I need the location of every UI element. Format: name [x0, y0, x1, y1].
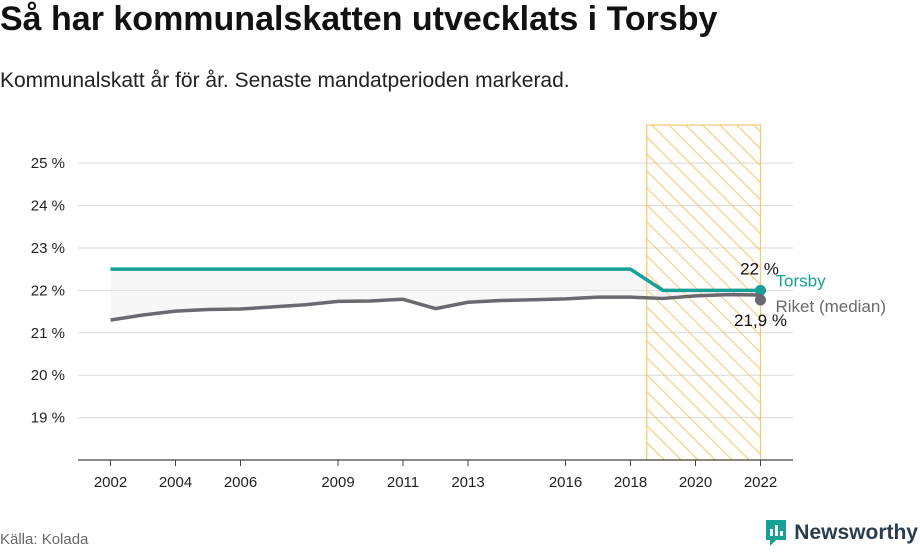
series-label-riket: Riket (median) — [776, 297, 887, 316]
label-layer: Torsby Riket (median) 22 % 21,9 % — [734, 259, 886, 330]
y-tick-label: 19 % — [31, 410, 65, 427]
axis-layer: 19 % 20 % 21 % 22 % 23 % 24 % 25 % 2002 2004 2006… — [31, 155, 793, 491]
series-line-torsby — [110, 267, 761, 293]
source-label: Källa: Kolada — [0, 531, 89, 548]
series-label-torsby: Torsby — [776, 271, 827, 290]
x-tick-label: 2004 — [159, 474, 192, 491]
x-tick-label: 2020 — [679, 474, 712, 491]
newsworthy-logo-icon — [766, 520, 787, 546]
brand-label: Newsworthy — [794, 521, 918, 544]
y-tick-label: 23 % — [31, 240, 65, 257]
x-tick-label: 2016 — [549, 474, 582, 491]
highlight-layer — [646, 124, 762, 461]
end-value-label-riket: 21,9 % — [734, 311, 787, 330]
x-tick-label: 2006 — [224, 474, 257, 491]
series-layer — [110, 267, 766, 322]
brand-logo[interactable]: Newsworthy — [764, 518, 918, 548]
band-layer — [110, 269, 761, 321]
x-tick-label: 2011 — [387, 474, 419, 491]
y-tick-label: 24 % — [31, 198, 65, 215]
end-value-label-torsby: 22 % — [740, 259, 779, 278]
x-tick-label: 2002 — [94, 474, 127, 491]
chart-subtitle: Kommunalskatt år för år. Senaste mandatp… — [0, 69, 570, 92]
difference-band — [110, 269, 761, 321]
chart-title: Så har kommunalskatten utvecklats i Tors… — [0, 0, 718, 38]
series-line-riket — [110, 292, 761, 322]
x-tick-label: 2013 — [451, 474, 484, 491]
end-point-riket — [755, 294, 766, 306]
x-tick-label: 2009 — [321, 474, 354, 491]
y-tick-label: 22 % — [31, 282, 65, 299]
x-tick-label: 2018 — [614, 474, 647, 491]
x-tick-label: 2022 — [744, 474, 777, 491]
y-tick-label: 21 % — [31, 325, 65, 342]
y-tick-label: 20 % — [31, 367, 65, 384]
highlight-period — [646, 124, 762, 461]
end-point-torsby — [755, 284, 766, 296]
y-tick-label: 25 % — [31, 155, 65, 172]
